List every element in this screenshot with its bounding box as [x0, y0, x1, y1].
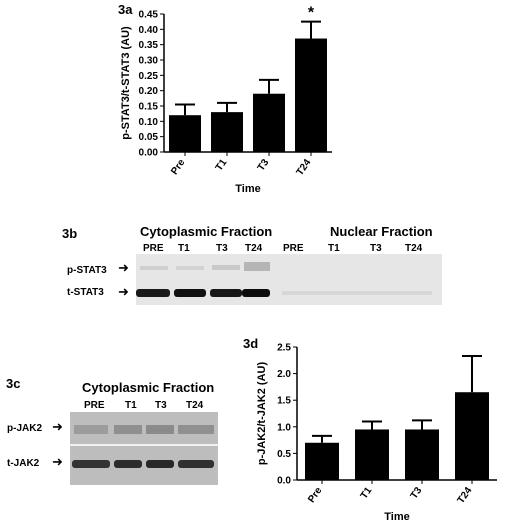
chart-3a-x-tick-label: Pre: [169, 157, 188, 177]
blot-b-image: [136, 254, 442, 305]
blot-b-pstat3-band: [212, 265, 240, 270]
chart-3a-y-tick-label: 0.00: [139, 148, 159, 159]
blot-b-row-label: t-STAT3: [67, 287, 104, 298]
blot-c-pjak2-band: [74, 425, 108, 434]
chart-3d-x-tick-label: Pre: [306, 485, 325, 505]
blot-c-pjak2-band: [114, 425, 142, 434]
chart-3d: 0.0 0.5 1.0 1.5 2.0 2.5 Pre T1 T3 T24 p-JAK2/t-JAK…: [256, 343, 497, 523]
blot-c-lane-label: T3: [155, 400, 167, 411]
blot-c-pjak2-band: [146, 425, 174, 434]
blot-b-pstat3-band: [140, 266, 168, 270]
blot-b-row-label: p-STAT3: [67, 265, 107, 276]
blot-b-lane-label: T1: [178, 243, 190, 254]
chart-3a-y-tick-label: 0.05: [139, 132, 159, 143]
chart-3a-y-tick-label: 0.40: [139, 25, 159, 36]
blot-b-lane-label: PRE: [143, 243, 164, 254]
chart-3a-y-tick-label: 0.20: [139, 86, 159, 97]
blot-b-lane-label: T24: [405, 243, 423, 254]
chart-3a-y-tick-label: 0.25: [139, 71, 159, 82]
blot-c-image: [70, 412, 218, 485]
blot-b-pstat3-band: [176, 266, 204, 270]
chart-3a-bar: [211, 112, 243, 152]
arrow-right-icon: ➜: [118, 284, 129, 299]
chart-3a-y-tick-label: 0.45: [139, 10, 159, 21]
chart-3d-y-tick-label: 2.0: [277, 369, 291, 380]
blot-c-lane-label: T1: [125, 400, 137, 411]
chart-3a-bar: [169, 115, 201, 152]
blot-c-lane-label: T24: [186, 400, 204, 411]
blot-c-tjak2-band: [146, 460, 174, 468]
chart-3d-y-tick-label: 1.5: [277, 396, 291, 407]
chart-3a-y-tick-label: 0.30: [139, 56, 159, 67]
blot-c-row-label: p-JAK2: [7, 423, 43, 434]
chart-3d-y-axis-label: p-JAK2/t-JAK2 (AU): [256, 362, 268, 466]
chart-3a-bar: [253, 93, 285, 152]
chart-3d-y-tick-label: 0.0: [277, 476, 291, 487]
blot-b-lane-label: PRE: [283, 243, 304, 254]
chart-3d-bar: [455, 392, 489, 480]
chart-3d-bar: [305, 442, 339, 480]
arrow-right-icon: ➜: [118, 260, 129, 275]
chart-3a-y-tick-label: 0.15: [139, 102, 159, 113]
blot-b-tstat3-band: [174, 289, 206, 297]
chart-3a: 0.00 0.05 0.10 0.15 0.20 0.25 0.30 0.35 0.40 0.45…: [120, 5, 332, 195]
chart-3a-x-tick-label: T24: [295, 157, 314, 178]
blot-b-pstat3-band: [244, 262, 270, 271]
chart-3a-y-axis-label: p-STAT3/t-STAT3 (AU): [120, 26, 132, 140]
chart-3d-bar: [355, 429, 389, 480]
chart-3d-x-tick-label: T1: [359, 485, 375, 501]
chart-3d-y-tick-label: 1.0: [277, 422, 291, 433]
blot-c-tjak2-band: [114, 460, 142, 468]
chart-3a-bar: [295, 38, 327, 152]
blot-c-tjak2-band: [178, 460, 214, 468]
chart-3d-x-axis-label: Time: [384, 511, 409, 523]
chart-3d-x-tick-label: T3: [409, 485, 425, 501]
chart-3d-y-tick-label: 0.5: [277, 449, 291, 460]
blot-c-divider: [70, 444, 218, 446]
blot-b-nuclear-band: [282, 291, 432, 295]
blot-b-lane-label: T3: [216, 243, 228, 254]
chart-3a-y-tick-label: 0.10: [139, 117, 159, 128]
blot-c-row-label: t-JAK2: [7, 458, 40, 469]
blot-c-pjak2-band: [178, 425, 214, 434]
blot-b-lane-label: T24: [245, 243, 263, 254]
blot-b-tstat3-band: [136, 289, 170, 297]
blot-b-cyto-title: Cytoplasmic Fraction: [140, 224, 273, 239]
blot-c-tjak2-band: [72, 460, 110, 468]
blot-b-lane-label: T1: [328, 243, 340, 254]
blot-b-tstat3-band: [242, 289, 270, 297]
arrow-right-icon: ➜: [52, 454, 63, 469]
chart-3d-y-tick-label: 2.5: [277, 343, 291, 354]
blot-c-title: Cytoplasmic Fraction: [82, 380, 215, 395]
chart-3a-significance-marker: *: [308, 5, 315, 22]
panel-label-3c: 3c: [6, 376, 21, 391]
chart-3a-y-tick-label: 0.35: [139, 40, 159, 51]
panel-label-3d: 3d: [243, 336, 259, 351]
panel-label-3b: 3b: [62, 226, 78, 241]
blot-b-lane-label: T3: [370, 243, 382, 254]
blot-b-tstat3-band: [210, 289, 242, 297]
chart-3a-x-axis-label: Time: [235, 183, 260, 195]
arrow-right-icon: ➜: [52, 419, 63, 434]
blot-c-lane-label: PRE: [84, 400, 105, 411]
chart-3d-bar: [405, 429, 439, 480]
blot-b-nuclear-title: Nuclear Fraction: [330, 224, 433, 239]
chart-3a-x-tick-label: T3: [256, 157, 272, 173]
panel-label-3a: 3a: [118, 2, 133, 17]
chart-3a-x-tick-label: T1: [214, 157, 230, 173]
chart-3d-x-tick-label: T24: [456, 485, 475, 506]
